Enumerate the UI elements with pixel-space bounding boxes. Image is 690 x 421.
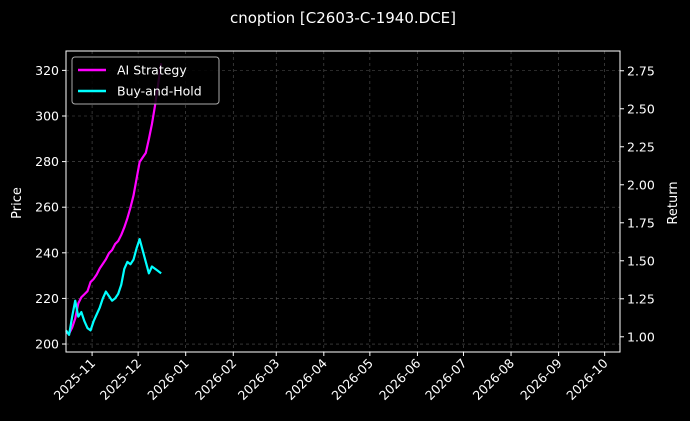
chart-title: cnoption [C2603-C-1940.DCE] (230, 9, 456, 27)
y-tick-label-left: 280 (35, 154, 59, 169)
legend-box (71, 56, 220, 105)
series-line-buy-and-hold (65, 238, 162, 336)
plot-frame (65, 50, 621, 353)
y-tick-label-right: 2.50 (627, 101, 655, 116)
y-axis-label-right: Return (666, 181, 681, 224)
y-tick-label-right: 2.25 (627, 139, 655, 154)
y-tick-label-left: 260 (35, 200, 59, 215)
y-tick-label-right: 2.00 (627, 177, 655, 192)
y-tick-label-right: 1.25 (627, 291, 655, 306)
y-tick-label-right: 1.00 (627, 329, 655, 344)
y-tick-label-left: 240 (35, 245, 59, 260)
series-line-ai-strategy (65, 63, 163, 335)
y-tick-label-right: 1.50 (627, 253, 655, 268)
y-axis-label-left: Price (10, 187, 25, 219)
y-tick-label-left: 200 (35, 337, 59, 352)
y-tick-label-left: 320 (35, 63, 59, 78)
y-tick-label-left: 300 (35, 108, 59, 123)
series-layer (65, 63, 163, 336)
y-tick-label-left: 220 (35, 291, 59, 306)
y-tick-label-right: 1.75 (627, 215, 655, 230)
legend-label-ai-strategy: AI Strategy (117, 63, 187, 78)
right-axis: 1.00 1.25 1.50 1.75 2.00 2.25 2.50 2.75 (620, 63, 655, 344)
left-axis: 200 220 240 260 280 300 320 (35, 63, 66, 352)
legend: AI Strategy Buy-and-Hold (71, 56, 220, 105)
y-tick-label-right: 2.75 (627, 63, 655, 78)
legend-label-buy-and-hold: Buy-and-Hold (117, 84, 202, 99)
